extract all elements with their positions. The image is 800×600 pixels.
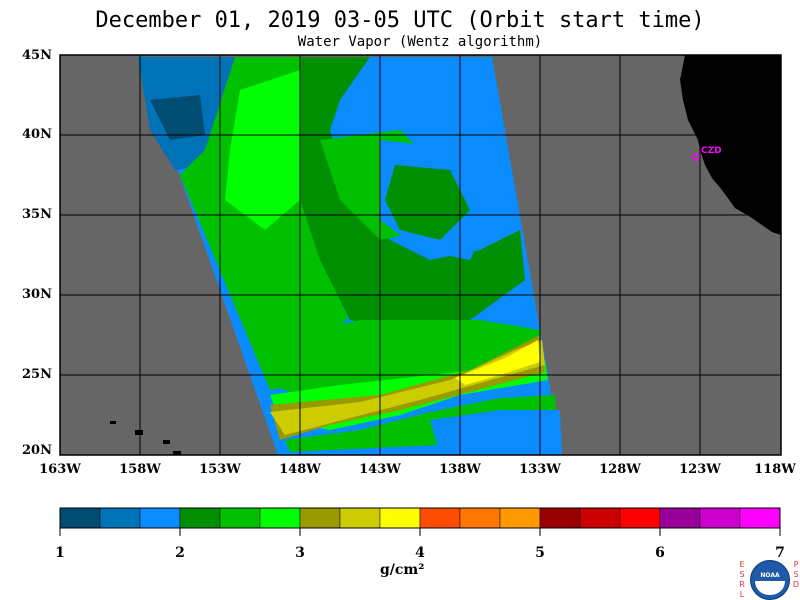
lon-label-153w: 153W [199,462,241,477]
lon-label-163w: 163W [39,462,81,477]
lat-label-30n: 30N [22,287,52,302]
swath-green-center [300,57,525,330]
station-czd-marker [692,153,700,161]
colorbar-segment [419,507,461,529]
map-frame [59,54,782,456]
colorbar-segment [259,507,301,529]
colorbar-segment [99,507,141,529]
colorbar-tick-2: 2 [175,545,185,561]
colorbar-tick-4: 4 [415,545,425,561]
colorbar-segment [499,507,541,529]
lon-label-118w: 118W [754,462,796,477]
swath-green-south [270,320,540,395]
lat-label-35n: 35N [22,207,52,222]
colorbar-segment [539,507,581,529]
noaa-emblem-icon: NOAA [750,560,790,600]
colorbar-segment [659,507,701,529]
colorbar-segment [59,507,101,529]
colorbar-segment [299,507,341,529]
map-subtitle: Water Vapor (Wentz algorithm) [297,34,543,50]
colorbar-segment [139,507,181,529]
swath-yellow-band [270,340,545,435]
swath-bright-yellow [455,340,540,385]
logo-left-letters: ESRL [739,560,745,599]
colorbar-segment [579,507,621,529]
lat-label-40n: 40N [22,127,52,142]
swath-green-ring [385,165,470,240]
colorbar-tick-7: 7 [775,545,785,561]
colorbar-segment [179,507,221,529]
logo-center-text: NOAA [760,572,780,579]
map-title: December 01, 2019 03-05 UTC (Orbit start… [95,8,705,33]
water-vapor-swath [138,57,562,455]
colorbar-segment [219,507,261,529]
lat-label-20n: 20N [22,443,52,458]
colorbar-segment [339,507,381,529]
colorbar-tick-6: 6 [655,545,665,561]
lon-label-138w: 138W [439,462,481,477]
lon-label-158w: 158W [119,462,161,477]
colorbar-segment [739,507,781,529]
colorbar [59,507,781,536]
colorbar-tick-1: 1 [55,545,65,561]
lon-label-123w: 123W [679,462,721,477]
lat-label-45n: 45N [22,48,52,63]
graticule [60,55,781,455]
lon-label-128w: 128W [599,462,641,477]
colorbar-tick-5: 5 [535,545,545,561]
station-label: CZD [701,146,722,156]
land-california [680,55,781,235]
colorbar-segment [619,507,661,529]
colorbar-segment [379,507,421,529]
lat-label-25n: 25N [22,367,52,382]
lon-label-143w: 143W [359,462,401,477]
swath-bright-green [225,70,320,230]
colorbar-segment [459,507,501,529]
swath-south-blue [430,410,562,455]
lon-label-133w: 133W [519,462,561,477]
colorbar-units: g/cm² [380,562,425,578]
swath-darkest [150,95,205,140]
colorbar-tick-3: 3 [295,545,305,561]
hawaiian-islands [110,421,181,455]
lon-label-148w: 148W [279,462,321,477]
colorbar-segment [699,507,741,529]
logo-right-letters: PSD [792,560,800,589]
noaa-logo: ESRL NOAA PSD [738,558,800,600]
colorbar-frame [59,507,781,529]
